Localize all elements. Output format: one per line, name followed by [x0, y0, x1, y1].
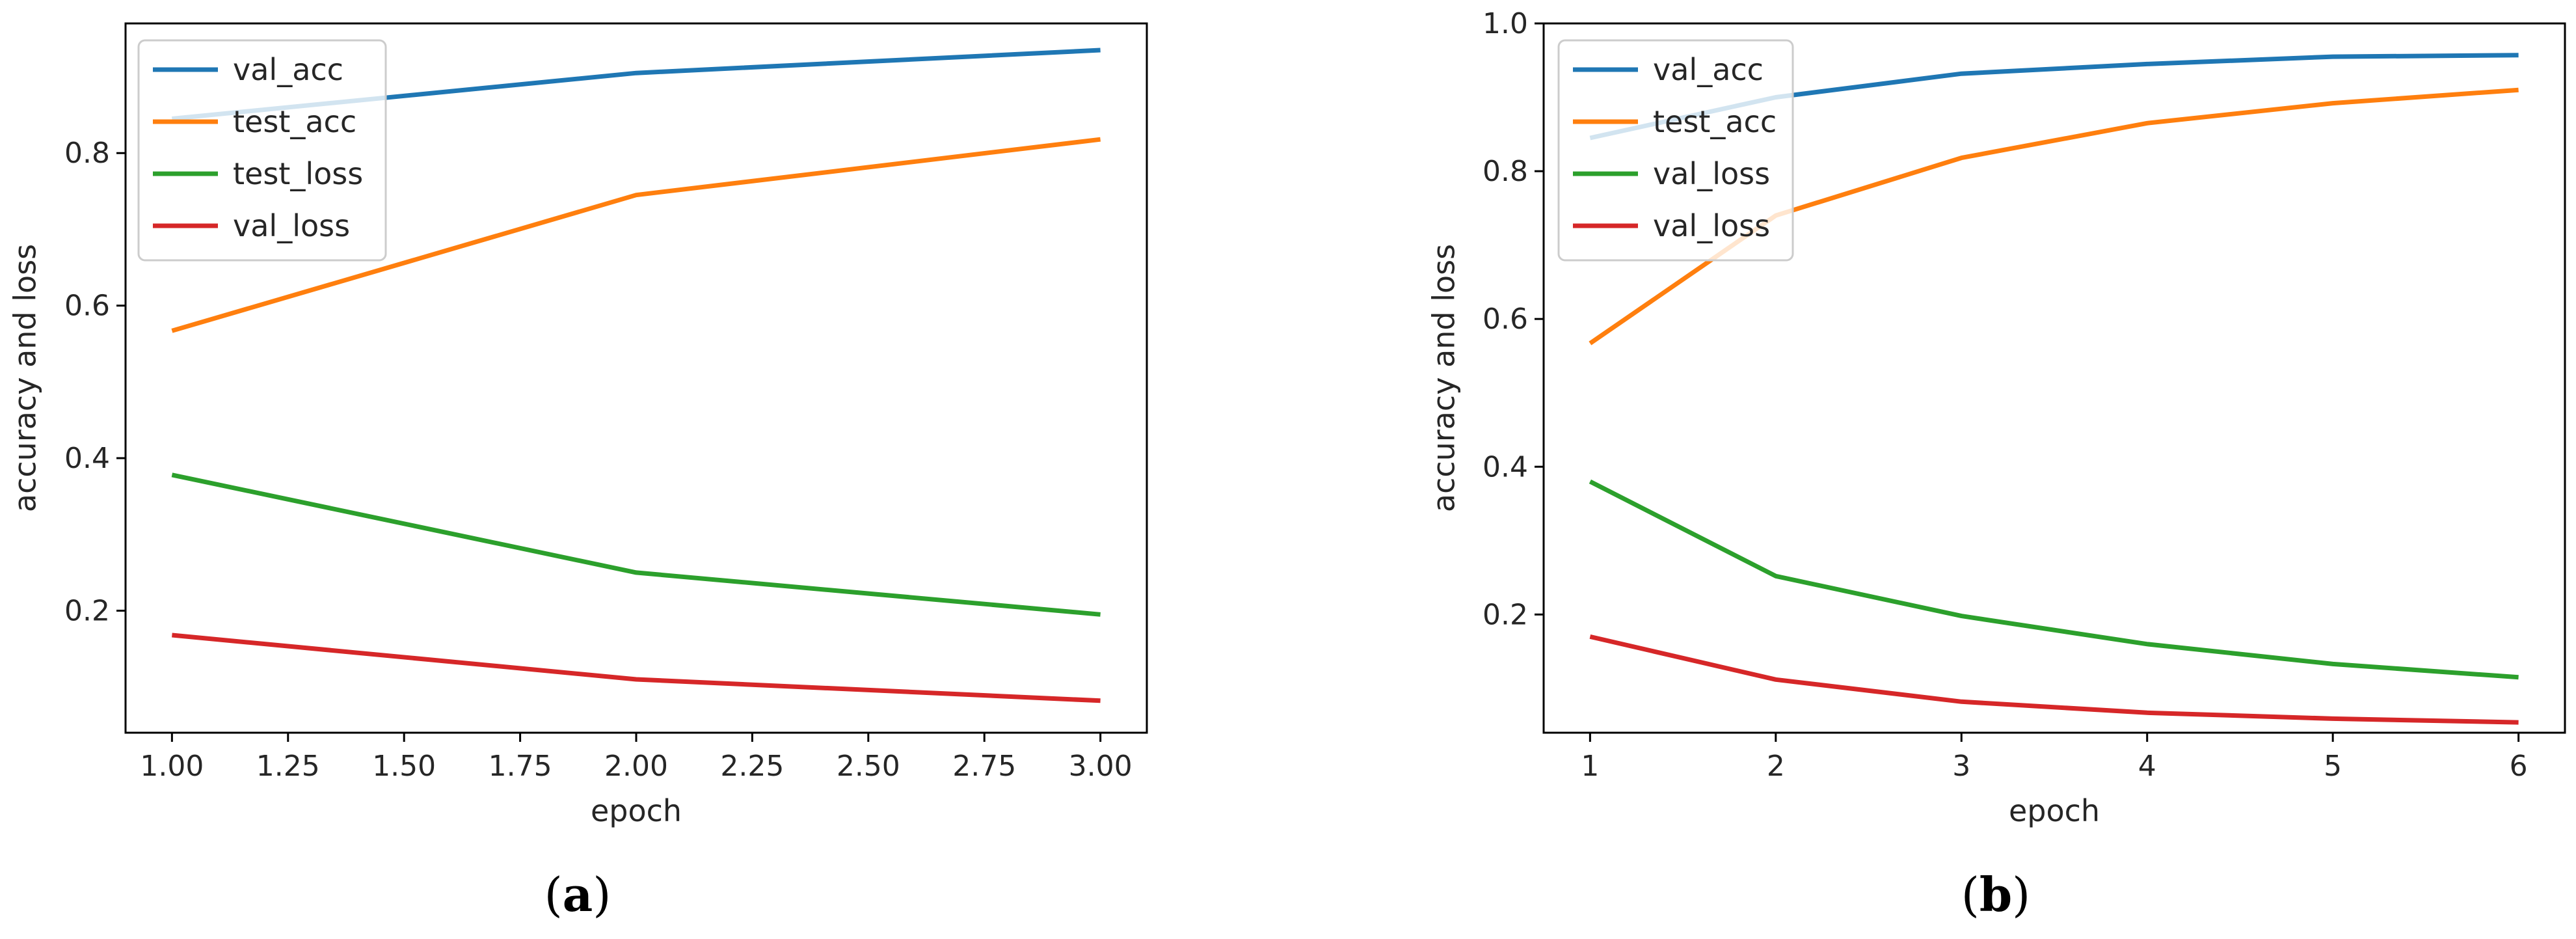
x-tick-label: 2.50 — [837, 750, 900, 783]
legend-frame — [1557, 39, 1794, 262]
x-tick-label: 2 — [1767, 750, 1785, 783]
x-tick-label: 1 — [1581, 750, 1599, 783]
x-axis-label: epoch — [2009, 793, 2100, 828]
x-tick-label: 2.75 — [952, 750, 1016, 783]
y-tick-label: 0.8 — [64, 137, 110, 170]
legend: val_acc test_acc val_loss val_loss — [1557, 39, 1794, 262]
panel-caption: (a) — [544, 867, 611, 922]
x-tick-label: 3 — [1952, 750, 1970, 783]
y-tick-label: 0.2 — [64, 594, 110, 627]
legend-label-val-acc-0: val_acc — [233, 52, 343, 87]
x-axis-label: epoch — [591, 793, 682, 828]
x-tick-label: 3.00 — [1069, 750, 1133, 783]
x-tick-label: 1.50 — [372, 750, 436, 783]
legend-frame — [137, 39, 387, 262]
panel-a: 1.00 1.25 1.50 1.75 2.00 2.25 2.50 2.75 3.00 0.2 0… — [8, 22, 1148, 922]
legend-label-val-acc-0: val_acc — [1653, 52, 1764, 87]
y-tick-label: 0.4 — [64, 442, 110, 475]
series-line-val-loss-2 — [1589, 479, 2519, 680]
y-axis-label: accuracy and loss — [8, 244, 43, 512]
series-line-test-loss-2 — [171, 472, 1101, 617]
legend: val_acc test_acc test_loss val_loss — [137, 39, 387, 262]
y-tick-label: 0.6 — [1483, 303, 1528, 336]
y-axis-label: accuracy and loss — [1427, 244, 1462, 512]
y-tick-label: 0.6 — [64, 290, 110, 323]
panel-caption-letter: b — [1979, 867, 2012, 922]
legend-label-val-loss-3: val_loss — [233, 208, 350, 243]
legend-label-val-loss-2: val_loss — [1653, 156, 1770, 191]
x-tick-label: 2.25 — [720, 750, 784, 783]
plot-frame — [1542, 22, 2566, 734]
x-tick-label: 4 — [2138, 750, 2156, 783]
y-tick-label: 0.8 — [1483, 155, 1528, 188]
y-tick-label: 1.0 — [1483, 7, 1528, 40]
series-line-val-loss-3 — [1589, 634, 2519, 725]
x-tick-label: 2.00 — [604, 750, 668, 783]
x-tick-label: 1.75 — [489, 750, 552, 783]
panel-caption: (b) — [1961, 867, 2031, 922]
x-tick-label: 6 — [2510, 750, 2528, 783]
x-tick-label: 1.25 — [256, 750, 320, 783]
y-tick-label: 0.2 — [1483, 598, 1528, 631]
legend-label-test-loss-2: test_loss — [233, 156, 363, 191]
y-tick-label: 0.4 — [1483, 450, 1528, 483]
legend-label-test-acc-1: test_acc — [1653, 104, 1777, 139]
x-tick-label: 1.00 — [140, 750, 204, 783]
legend-label-test-acc-1: test_acc — [233, 104, 356, 139]
panel-caption-letter: a — [563, 867, 593, 922]
series-line-test-acc-1 — [171, 137, 1101, 333]
panel-b: 1 2 3 4 5 6 0.2 0.4 0.6 0.8 1.0 epoch accuracy and l… — [1427, 7, 2566, 922]
x-tick-label: 5 — [2324, 750, 2342, 783]
legend-label-val-loss-3: val_loss — [1653, 208, 1770, 243]
series-line-val-loss-3 — [172, 633, 1101, 703]
